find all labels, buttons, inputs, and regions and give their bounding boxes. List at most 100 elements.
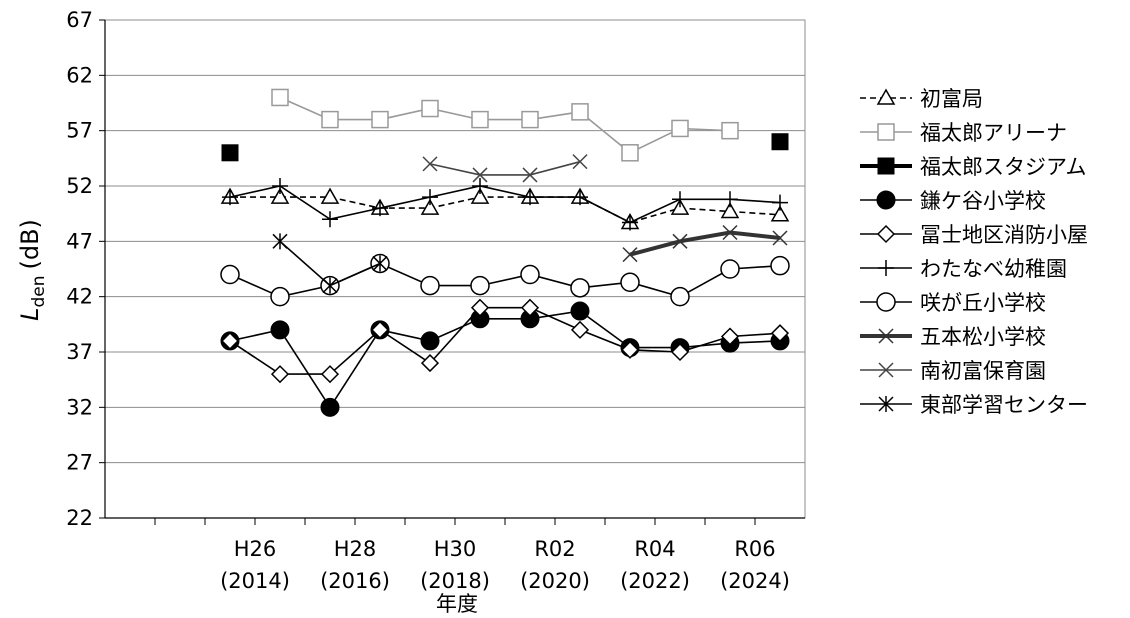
series-3 — [220, 301, 790, 417]
legend-label: わたなべ幼稚園 — [920, 257, 1067, 281]
data-point — [670, 286, 690, 307]
grid — [104, 19, 806, 519]
data-point — [321, 110, 339, 129]
data-point — [322, 211, 338, 228]
series-4 — [220, 298, 790, 384]
series-8 — [422, 154, 588, 183]
data-point — [522, 167, 538, 183]
x-tick-label-year: (2020) — [520, 569, 590, 593]
legend-item: 冨士地区消防小屋 — [860, 223, 1088, 247]
data-point — [770, 324, 790, 343]
legend-swatch-marker — [878, 362, 894, 378]
data-point — [722, 224, 738, 241]
data-point — [672, 191, 688, 208]
y-axis-title: Lden (dB) — [16, 219, 49, 321]
data-point — [320, 187, 340, 204]
y-tick-label: 22 — [66, 506, 93, 530]
legend-label: 鎌ケ谷小学校 — [920, 189, 1046, 213]
data-point — [372, 200, 388, 217]
data-point — [770, 205, 790, 222]
x-tick-label-era: R06 — [734, 537, 775, 561]
x-tick-label-era: R04 — [634, 537, 675, 561]
data-point — [371, 110, 389, 129]
data-point — [570, 278, 590, 298]
data-point — [622, 247, 638, 263]
y-axis-subscript: den — [29, 276, 49, 308]
legend: 初富局福太郎アリーナ福太郎スタジアム鎌ケ谷小学校冨士地区消防小屋わたなべ幼稚園咲… — [860, 87, 1088, 417]
series-line — [229, 310, 781, 409]
data-point — [622, 214, 638, 231]
x-tick-label-year: (2016) — [320, 569, 390, 593]
y-tick-label: 32 — [66, 395, 93, 419]
y-tick-label: 67 — [66, 8, 93, 32]
legend-swatch-marker — [878, 260, 894, 276]
series-line — [429, 160, 581, 176]
data-point — [720, 327, 740, 346]
legend-item: 東部学習センター — [860, 393, 1088, 417]
x-tick-label-year: (2024) — [720, 569, 790, 593]
y-tick-label: 37 — [66, 340, 93, 364]
series-0 — [220, 187, 790, 230]
data-point — [222, 189, 238, 206]
x-tick-label-era: H26 — [234, 537, 277, 561]
data-point — [520, 264, 540, 285]
legend-swatch-marker — [876, 190, 896, 210]
legend-swatch-marker — [878, 396, 894, 412]
series-5 — [222, 178, 788, 231]
series-line — [229, 306, 781, 375]
data-point — [470, 275, 490, 296]
data-point — [520, 298, 540, 317]
legend-swatch-marker — [876, 292, 896, 312]
data-point — [521, 110, 539, 129]
data-point — [670, 342, 690, 362]
series-6 — [220, 253, 790, 307]
data-point — [370, 320, 390, 339]
y-tick-label: 47 — [66, 229, 93, 253]
data-point — [422, 156, 438, 172]
legend-label: 咲が丘小学校 — [920, 291, 1046, 315]
legend-swatch-marker — [877, 123, 895, 141]
legend-item: わたなべ幼稚園 — [860, 257, 1067, 281]
y-tick-label: 52 — [66, 174, 93, 198]
plot-area — [220, 88, 790, 417]
data-point — [420, 354, 440, 373]
x-tick-label-era: R02 — [534, 537, 575, 561]
y-axis-symbol: L — [16, 308, 44, 321]
y-tick-label: 42 — [66, 285, 93, 309]
legend-swatch-marker — [878, 328, 894, 344]
data-point — [472, 167, 488, 183]
legend-item: 福太郎スタジアム — [860, 155, 1087, 179]
y-tick-label: 62 — [66, 63, 93, 87]
data-point — [572, 154, 588, 170]
series-line — [229, 262, 781, 298]
data-point — [570, 320, 590, 339]
series-1 — [271, 88, 739, 162]
series-line — [629, 230, 781, 257]
legend-label: 冨士地区消防小屋 — [920, 223, 1088, 247]
data-point — [470, 187, 490, 204]
legend-item: 福太郎アリーナ — [860, 121, 1067, 145]
x-tick-label-year: (2014) — [220, 569, 290, 593]
data-point — [372, 255, 388, 272]
data-point — [621, 144, 639, 162]
x-axis-title: 年度 — [436, 592, 478, 616]
x-tick-label-era: H30 — [434, 537, 477, 561]
data-point — [772, 230, 788, 246]
data-point — [220, 264, 240, 285]
x-tick-label-year: (2018) — [420, 569, 490, 593]
data-point — [322, 277, 338, 294]
data-point — [272, 233, 288, 250]
series-7 — [622, 224, 788, 263]
data-point — [471, 110, 489, 129]
series-line — [279, 96, 731, 154]
data-point — [270, 286, 290, 307]
data-point — [420, 275, 440, 296]
legend-swatch-marker — [876, 88, 896, 105]
data-point — [721, 121, 739, 140]
data-point — [620, 340, 640, 359]
legend-item: 五本松小学校 — [860, 325, 1046, 349]
data-point — [472, 178, 488, 194]
data-point — [571, 103, 589, 121]
data-point — [720, 259, 740, 279]
data-point — [272, 178, 288, 194]
